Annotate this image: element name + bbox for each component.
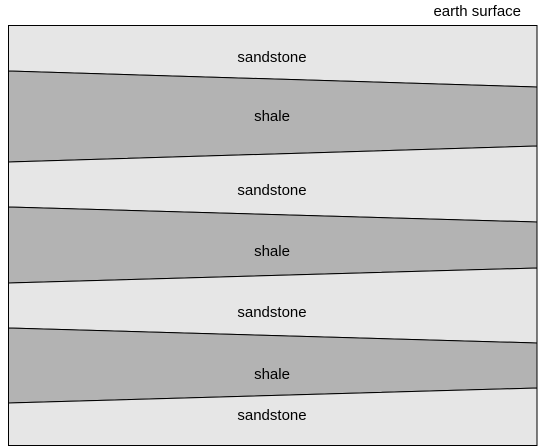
layer-label: sandstone bbox=[237, 49, 306, 66]
sandstone-layer bbox=[8, 387, 538, 446]
layer-label: sandstone bbox=[237, 407, 306, 424]
layer-label: sandstone bbox=[237, 304, 306, 321]
layer-label: shale bbox=[254, 366, 290, 383]
layer-label: sandstone bbox=[237, 182, 306, 199]
layer-label: shale bbox=[254, 243, 290, 260]
surface-label: earth surface bbox=[433, 3, 521, 20]
layer-label: shale bbox=[254, 108, 290, 125]
